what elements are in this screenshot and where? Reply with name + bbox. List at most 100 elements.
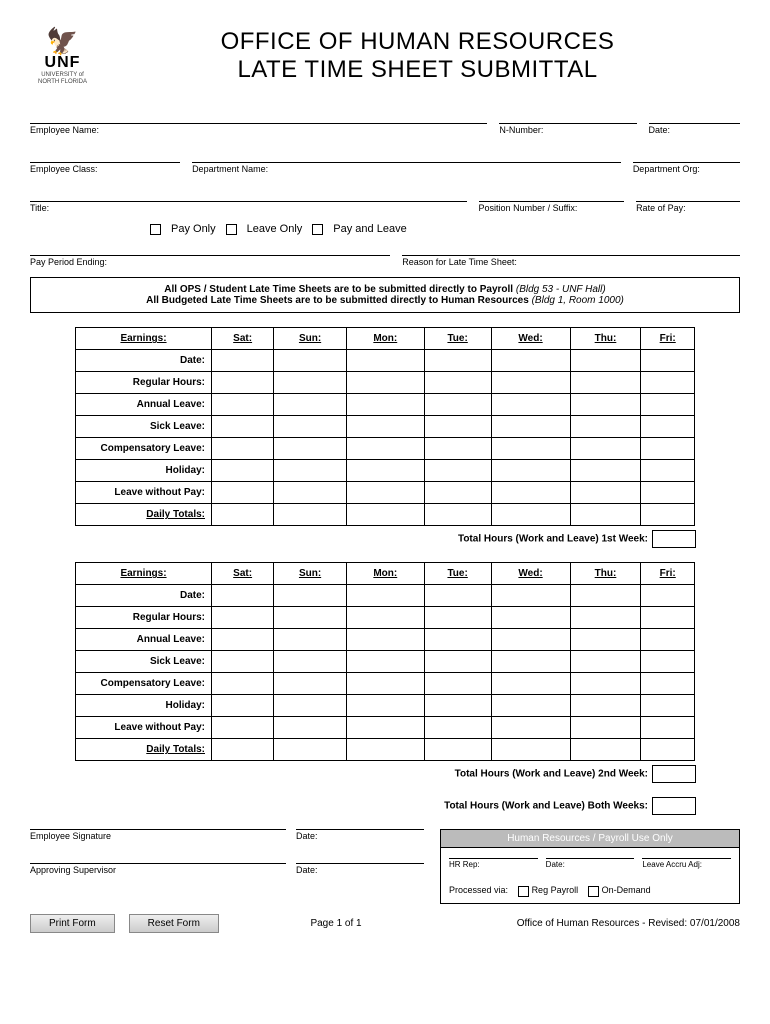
cell[interactable] (424, 350, 491, 372)
cell[interactable] (641, 607, 695, 629)
employee-name-input[interactable] (30, 106, 487, 124)
department-org-input[interactable] (633, 145, 740, 163)
cell[interactable] (346, 350, 424, 372)
cell[interactable] (274, 739, 347, 761)
cell[interactable] (212, 438, 274, 460)
cell[interactable] (346, 504, 424, 526)
cell[interactable] (274, 394, 347, 416)
cell[interactable] (641, 695, 695, 717)
cell[interactable] (491, 739, 570, 761)
cell[interactable] (212, 350, 274, 372)
cell[interactable] (274, 607, 347, 629)
cell[interactable] (641, 629, 695, 651)
cell[interactable] (346, 607, 424, 629)
cell[interactable] (424, 739, 491, 761)
cell[interactable] (346, 673, 424, 695)
total-both-input[interactable] (652, 797, 696, 815)
cell[interactable] (212, 585, 274, 607)
pay-period-input[interactable] (30, 238, 390, 256)
cell[interactable] (570, 438, 641, 460)
cell[interactable] (641, 651, 695, 673)
cell[interactable] (491, 416, 570, 438)
cell[interactable] (570, 504, 641, 526)
position-input[interactable] (479, 184, 625, 202)
cell[interactable] (346, 482, 424, 504)
cell[interactable] (346, 651, 424, 673)
cell[interactable] (346, 695, 424, 717)
reg-payroll-checkbox[interactable] (518, 886, 529, 897)
cell[interactable] (274, 482, 347, 504)
cell[interactable] (346, 416, 424, 438)
cell[interactable] (212, 673, 274, 695)
cell[interactable] (491, 717, 570, 739)
cell[interactable] (491, 673, 570, 695)
n-number-input[interactable] (499, 106, 636, 124)
cell[interactable] (570, 416, 641, 438)
cell[interactable] (641, 460, 695, 482)
cell[interactable] (274, 460, 347, 482)
cell[interactable] (212, 416, 274, 438)
cell[interactable] (491, 585, 570, 607)
reason-input[interactable] (402, 238, 740, 256)
cell[interactable] (641, 717, 695, 739)
cell[interactable] (641, 394, 695, 416)
cell[interactable] (641, 739, 695, 761)
cell[interactable] (491, 629, 570, 651)
cell[interactable] (570, 350, 641, 372)
cell[interactable] (346, 394, 424, 416)
cell[interactable] (274, 438, 347, 460)
cell[interactable] (274, 695, 347, 717)
cell[interactable] (346, 629, 424, 651)
cell[interactable] (424, 504, 491, 526)
cell[interactable] (274, 629, 347, 651)
cell[interactable] (424, 416, 491, 438)
cell[interactable] (491, 504, 570, 526)
cell[interactable] (212, 372, 274, 394)
date-input[interactable] (649, 106, 740, 124)
cell[interactable] (212, 695, 274, 717)
cell[interactable] (641, 350, 695, 372)
cell[interactable] (424, 673, 491, 695)
cell[interactable] (570, 585, 641, 607)
cell[interactable] (212, 739, 274, 761)
total-week1-input[interactable] (652, 530, 696, 548)
pay-only-checkbox[interactable] (150, 224, 161, 235)
cell[interactable] (570, 394, 641, 416)
cell[interactable] (570, 629, 641, 651)
cell[interactable] (491, 438, 570, 460)
cell[interactable] (424, 629, 491, 651)
cell[interactable] (641, 673, 695, 695)
cell[interactable] (570, 460, 641, 482)
cell[interactable] (212, 394, 274, 416)
cell[interactable] (570, 739, 641, 761)
cell[interactable] (346, 739, 424, 761)
cell[interactable] (212, 717, 274, 739)
cell[interactable] (274, 717, 347, 739)
cell[interactable] (491, 350, 570, 372)
cell[interactable] (274, 651, 347, 673)
reset-form-button[interactable]: Reset Form (129, 914, 219, 933)
cell[interactable] (424, 460, 491, 482)
cell[interactable] (570, 372, 641, 394)
cell[interactable] (641, 482, 695, 504)
cell[interactable] (346, 717, 424, 739)
cell[interactable] (491, 695, 570, 717)
cell[interactable] (570, 717, 641, 739)
cell[interactable] (641, 504, 695, 526)
cell[interactable] (641, 416, 695, 438)
cell[interactable] (346, 585, 424, 607)
cell[interactable] (212, 607, 274, 629)
department-name-input[interactable] (192, 145, 621, 163)
cell[interactable] (346, 438, 424, 460)
cell[interactable] (346, 460, 424, 482)
cell[interactable] (491, 651, 570, 673)
cell[interactable] (274, 585, 347, 607)
cell[interactable] (424, 394, 491, 416)
cell[interactable] (212, 504, 274, 526)
title-input[interactable] (30, 184, 467, 202)
cell[interactable] (424, 482, 491, 504)
cell[interactable] (424, 695, 491, 717)
cell[interactable] (212, 482, 274, 504)
leave-only-checkbox[interactable] (226, 224, 237, 235)
cell[interactable] (424, 372, 491, 394)
